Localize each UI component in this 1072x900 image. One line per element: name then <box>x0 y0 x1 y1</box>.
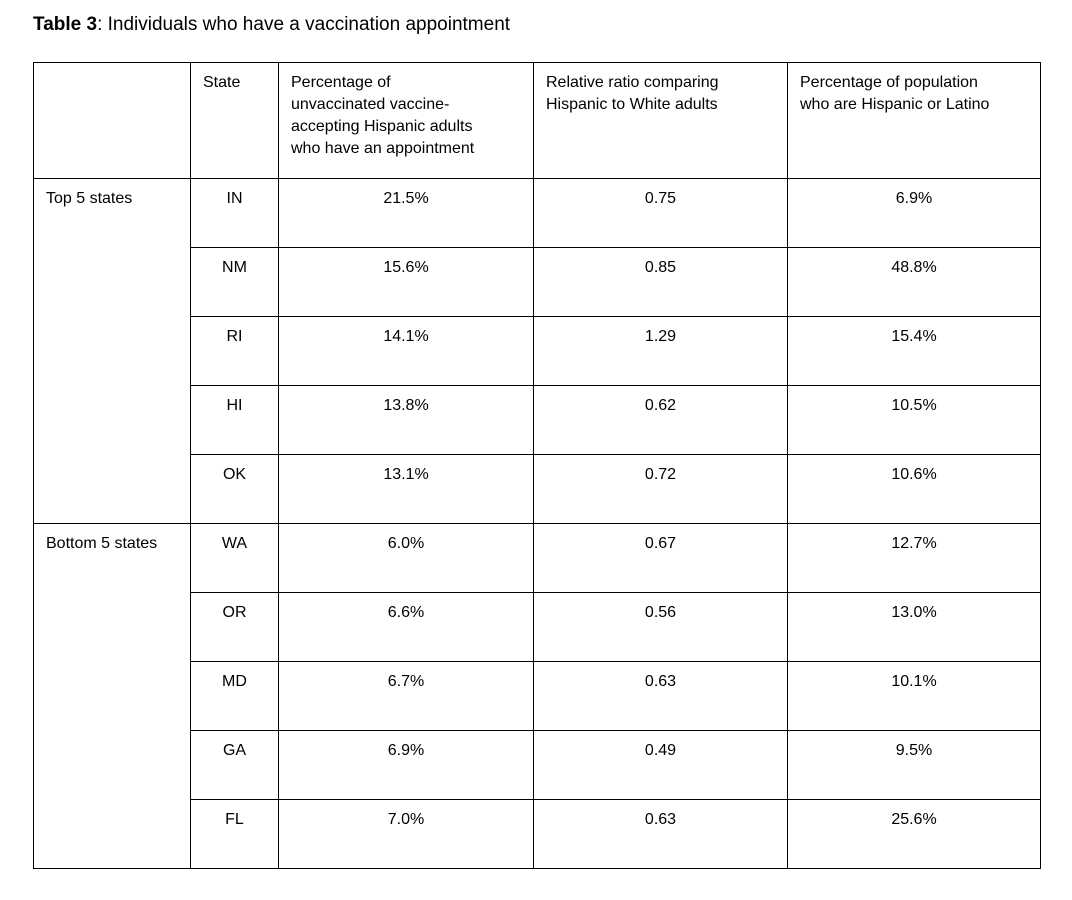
relative-ratio-cell: 0.72 <box>533 454 788 524</box>
relative-ratio-cell: 0.49 <box>533 730 788 800</box>
relative-ratio-cell: 0.62 <box>533 385 788 455</box>
table-row: FL 7.0% 0.63 25.6% <box>34 799 1041 869</box>
column-header-pct-population: Percentage of population who are Hispani… <box>787 62 1041 179</box>
column-header-pct-appointment: Percentage of unvaccinated vaccine- acce… <box>278 62 534 179</box>
table-row: NM 15.6% 0.85 48.8% <box>34 247 1041 317</box>
pct-appointment-cell: 6.6% <box>278 592 534 662</box>
state-cell: OK <box>190 454 279 524</box>
state-cell: NM <box>190 247 279 317</box>
vaccination-appointment-table: State Percentage of unvaccinated vaccine… <box>33 62 1041 869</box>
row-group-label-bottom5: Bottom 5 states <box>33 523 191 869</box>
table-row: HI 13.8% 0.62 10.5% <box>34 385 1041 455</box>
relative-ratio-cell: 0.85 <box>533 247 788 317</box>
pct-population-cell: 13.0% <box>787 592 1041 662</box>
pct-population-cell: 48.8% <box>787 247 1041 317</box>
pct-appointment-cell: 13.8% <box>278 385 534 455</box>
state-cell: OR <box>190 592 279 662</box>
table-caption-number: Table 3 <box>33 14 98 35</box>
pct-population-cell: 10.6% <box>787 454 1041 524</box>
pct-appointment-cell: 14.1% <box>278 316 534 386</box>
pct-appointment-cell: 21.5% <box>278 178 534 248</box>
pct-population-cell: 10.1% <box>787 661 1041 731</box>
state-cell: MD <box>190 661 279 731</box>
table-caption-title: : Individuals who have a vaccination app… <box>97 14 511 35</box>
table-row: OR 6.6% 0.56 13.0% <box>34 592 1041 662</box>
pct-population-cell: 12.7% <box>787 523 1041 593</box>
relative-ratio-cell: 0.56 <box>533 592 788 662</box>
state-cell: WA <box>190 523 279 593</box>
state-cell: GA <box>190 730 279 800</box>
table-row: Top 5 states IN 21.5% 0.75 6.9% <box>33 178 1041 524</box>
pct-appointment-cell: 6.7% <box>278 661 534 731</box>
state-cell: RI <box>190 316 279 386</box>
column-header-group <box>33 62 191 179</box>
table-row: RI 14.1% 1.29 15.4% <box>34 316 1041 386</box>
table-row: MD 6.7% 0.63 10.1% <box>34 661 1041 731</box>
table-row: GA 6.9% 0.49 9.5% <box>34 730 1041 800</box>
state-cell: IN <box>190 178 279 248</box>
pct-population-cell: 15.4% <box>787 316 1041 386</box>
pct-appointment-cell: 13.1% <box>278 454 534 524</box>
table-row: Bottom 5 states WA 6.0% 0.67 12.7% <box>33 523 1041 869</box>
pct-population-cell: 10.5% <box>787 385 1041 455</box>
state-cell: FL <box>190 799 279 869</box>
relative-ratio-cell: 0.75 <box>533 178 788 248</box>
pct-appointment-cell: 6.0% <box>278 523 534 593</box>
pct-appointment-cell: 15.6% <box>278 247 534 317</box>
relative-ratio-cell: 1.29 <box>533 316 788 386</box>
relative-ratio-cell: 0.63 <box>533 661 788 731</box>
relative-ratio-cell: 0.67 <box>533 523 788 593</box>
column-header-relative-ratio: Relative ratio comparing Hispanic to Whi… <box>533 62 788 179</box>
pct-population-cell: 6.9% <box>787 178 1041 248</box>
column-header-state: State <box>190 62 279 179</box>
relative-ratio-cell: 0.63 <box>533 799 788 869</box>
table-caption: Table 3: Individuals who have a vaccinat… <box>33 13 1040 36</box>
row-group-label-top5: Top 5 states <box>33 178 191 524</box>
state-cell: HI <box>190 385 279 455</box>
pct-population-cell: 9.5% <box>787 730 1041 800</box>
pct-population-cell: 25.6% <box>787 799 1041 869</box>
table-row: OK 13.1% 0.72 10.6% <box>34 454 1041 524</box>
header-row: State Percentage of unvaccinated vaccine… <box>33 62 1041 179</box>
pct-appointment-cell: 6.9% <box>278 730 534 800</box>
pct-appointment-cell: 7.0% <box>278 799 534 869</box>
